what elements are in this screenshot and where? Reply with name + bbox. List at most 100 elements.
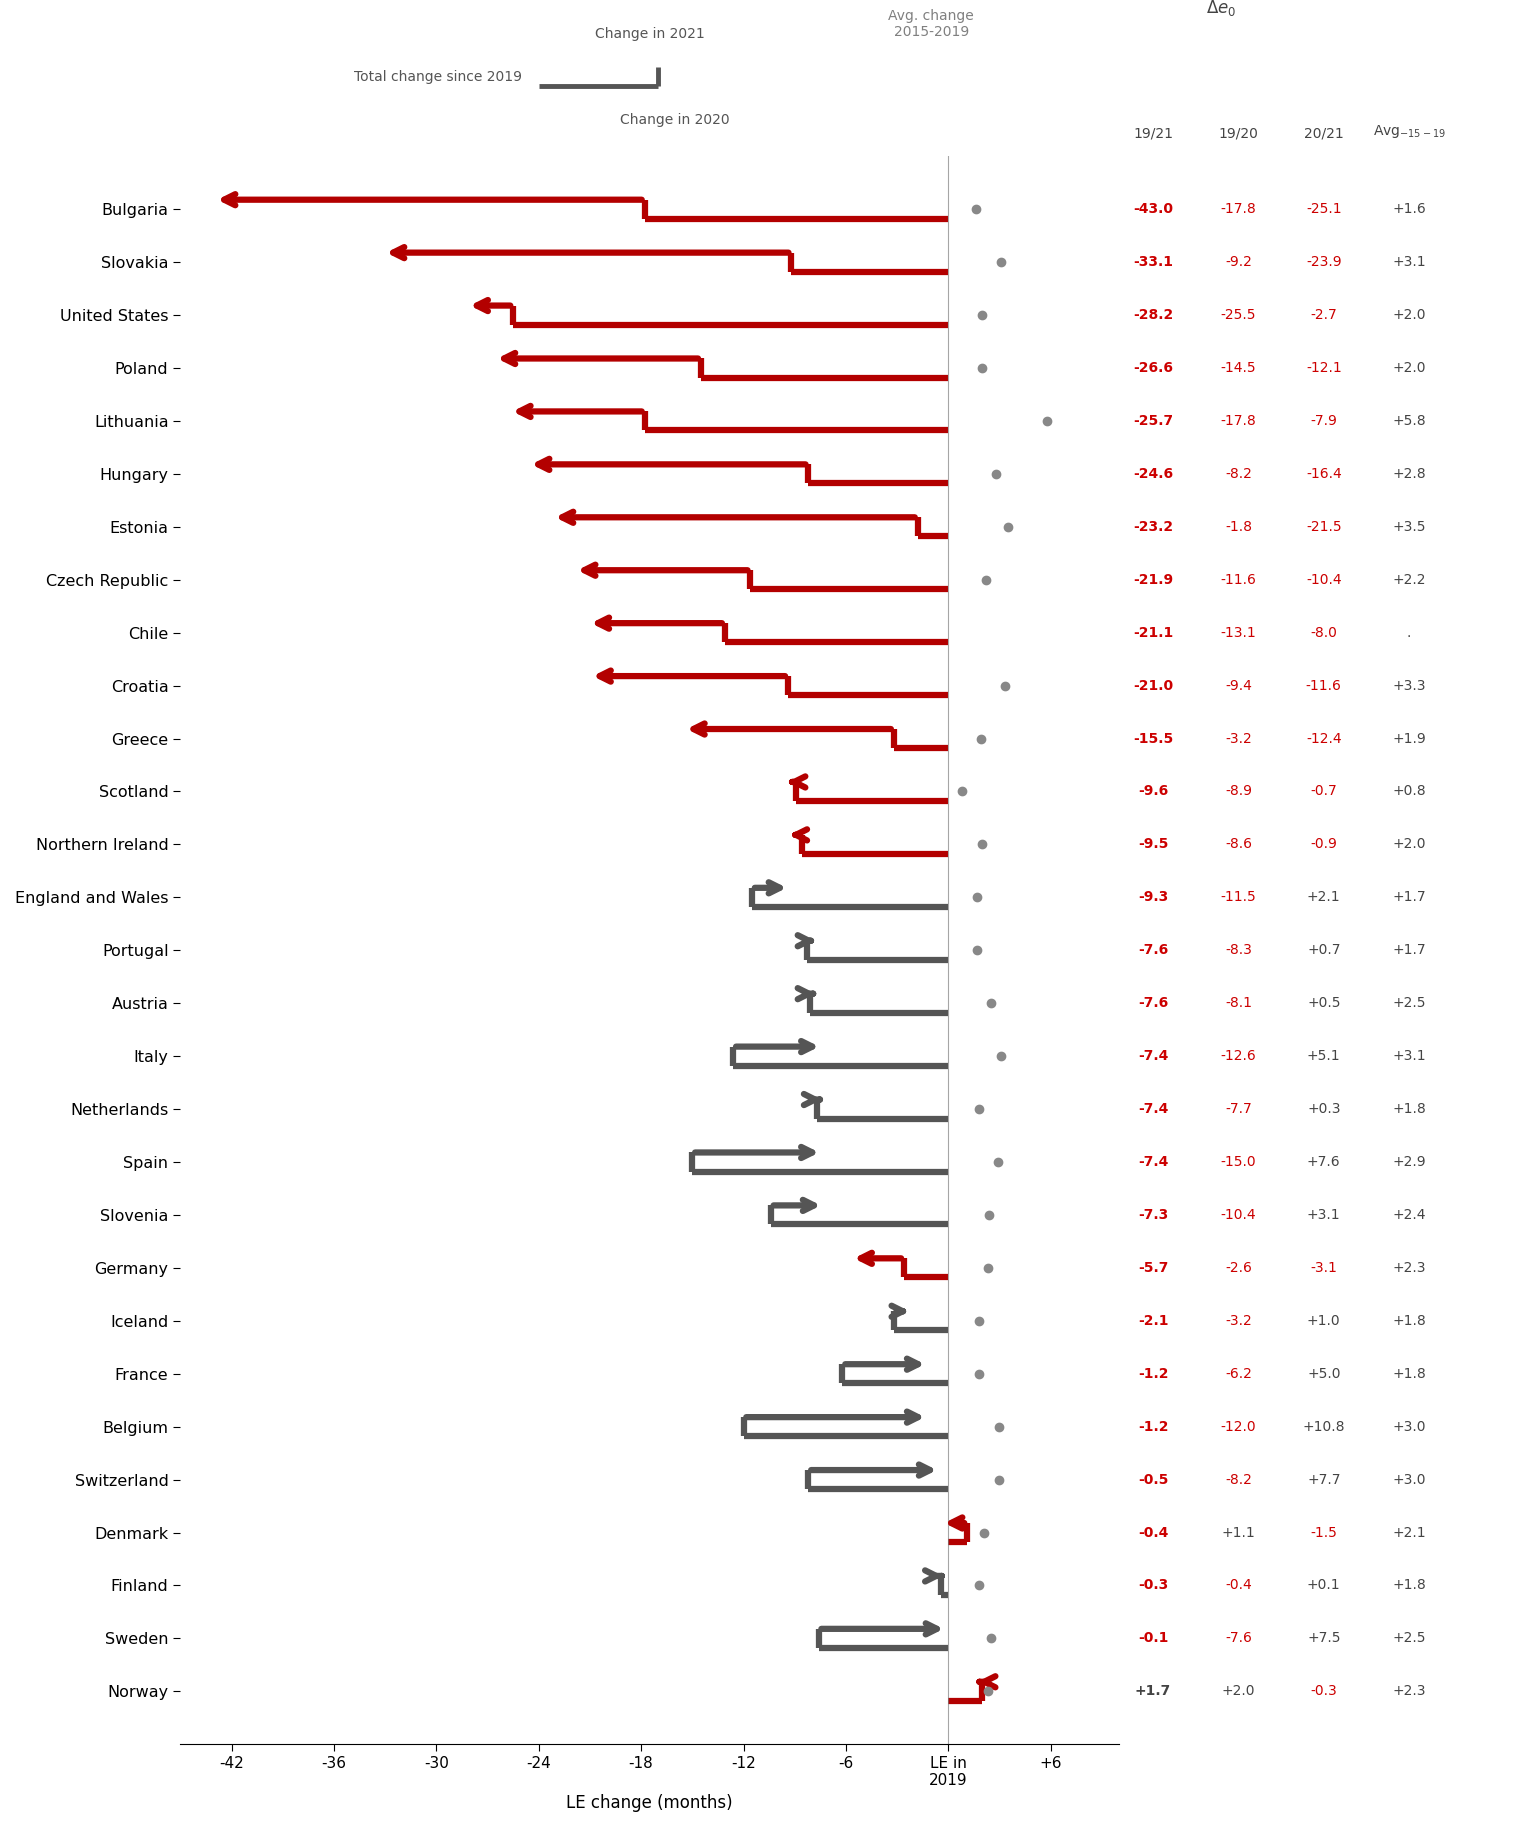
Text: +3.1: +3.1 (1393, 1049, 1427, 1063)
Text: -7.4: -7.4 (1137, 1155, 1168, 1169)
Text: -8.9: -8.9 (1225, 784, 1251, 798)
Text: -11.6: -11.6 (1220, 572, 1256, 586)
Text: +1.9: +1.9 (1393, 731, 1427, 745)
Text: $\Delta e_0$: $\Delta e_0$ (1207, 0, 1236, 18)
Text: -7.4: -7.4 (1137, 1049, 1168, 1063)
Text: -0.4: -0.4 (1137, 1526, 1168, 1540)
Text: -9.4: -9.4 (1225, 678, 1251, 692)
Text: +2.3: +2.3 (1393, 1261, 1425, 1275)
Text: -21.0: -21.0 (1133, 678, 1173, 692)
Text: -8.2: -8.2 (1225, 1473, 1251, 1487)
Text: -9.2: -9.2 (1225, 256, 1251, 269)
Text: +0.5: +0.5 (1307, 996, 1340, 1010)
Text: -12.1: -12.1 (1307, 362, 1342, 375)
Text: -0.4: -0.4 (1225, 1579, 1251, 1593)
Text: +1.8: +1.8 (1393, 1314, 1427, 1328)
Text: +3.0: +3.0 (1393, 1473, 1425, 1487)
Text: -1.5: -1.5 (1310, 1526, 1337, 1540)
Text: -24.6: -24.6 (1133, 468, 1173, 481)
Text: -12.0: -12.0 (1220, 1420, 1256, 1434)
Text: -1.2: -1.2 (1137, 1367, 1168, 1381)
Text: +2.8: +2.8 (1393, 468, 1427, 481)
Text: -0.1: -0.1 (1137, 1632, 1168, 1646)
Text: +0.3: +0.3 (1307, 1102, 1340, 1116)
Text: -8.6: -8.6 (1225, 837, 1251, 851)
Text: -8.2: -8.2 (1225, 468, 1251, 481)
Text: -3.2: -3.2 (1225, 1314, 1251, 1328)
Text: -17.8: -17.8 (1220, 203, 1256, 216)
Text: +2.0: +2.0 (1393, 837, 1425, 851)
Text: +2.4: +2.4 (1393, 1208, 1425, 1222)
Text: -7.7: -7.7 (1225, 1102, 1251, 1116)
Text: -10.4: -10.4 (1220, 1208, 1256, 1222)
Text: +3.5: +3.5 (1393, 521, 1425, 533)
Text: +2.1: +2.1 (1393, 1526, 1427, 1540)
Text: -23.2: -23.2 (1133, 521, 1173, 533)
Text: -25.5: -25.5 (1220, 309, 1256, 322)
Text: +5.8: +5.8 (1393, 415, 1427, 428)
Text: -6.2: -6.2 (1225, 1367, 1251, 1381)
Text: -15.5: -15.5 (1133, 731, 1173, 745)
Text: -2.6: -2.6 (1225, 1261, 1251, 1275)
Text: -7.4: -7.4 (1137, 1102, 1168, 1116)
Text: -0.3: -0.3 (1137, 1579, 1168, 1593)
Text: +3.0: +3.0 (1393, 1420, 1425, 1434)
Text: +2.5: +2.5 (1393, 1632, 1425, 1646)
Text: -14.5: -14.5 (1220, 362, 1256, 375)
Text: +2.0: +2.0 (1222, 1684, 1256, 1699)
Text: +1.6: +1.6 (1393, 203, 1427, 216)
Text: -2.7: -2.7 (1310, 309, 1337, 322)
Text: Change in 2021: Change in 2021 (594, 27, 705, 40)
Text: -12.4: -12.4 (1307, 731, 1342, 745)
Text: .: . (1407, 625, 1411, 639)
Text: +1.0: +1.0 (1307, 1314, 1340, 1328)
Text: -17.8: -17.8 (1220, 415, 1256, 428)
Text: -10.4: -10.4 (1307, 572, 1342, 586)
Text: -21.1: -21.1 (1133, 625, 1173, 639)
Text: -28.2: -28.2 (1133, 309, 1173, 322)
Text: 20/21: 20/21 (1304, 126, 1344, 141)
Text: +2.3: +2.3 (1393, 1684, 1425, 1699)
Text: +2.9: +2.9 (1393, 1155, 1427, 1169)
Text: -21.5: -21.5 (1307, 521, 1342, 533)
Text: +0.8: +0.8 (1393, 784, 1427, 798)
Text: -0.7: -0.7 (1310, 784, 1337, 798)
Text: +2.5: +2.5 (1393, 996, 1425, 1010)
Text: +2.0: +2.0 (1393, 362, 1425, 375)
Text: -12.6: -12.6 (1220, 1049, 1256, 1063)
Text: -0.3: -0.3 (1310, 1684, 1337, 1699)
Text: -5.7: -5.7 (1137, 1261, 1168, 1275)
Text: -43.0: -43.0 (1133, 203, 1173, 216)
Text: +3.1: +3.1 (1393, 256, 1427, 269)
Text: -8.1: -8.1 (1225, 996, 1251, 1010)
Text: +1.7: +1.7 (1393, 943, 1427, 957)
Text: -23.9: -23.9 (1307, 256, 1342, 269)
Text: +5.0: +5.0 (1307, 1367, 1340, 1381)
X-axis label: LE change (months): LE change (months) (566, 1794, 733, 1812)
Text: -13.1: -13.1 (1220, 625, 1256, 639)
Text: +7.7: +7.7 (1307, 1473, 1340, 1487)
Text: +1.8: +1.8 (1393, 1102, 1427, 1116)
Text: 19/20: 19/20 (1219, 126, 1259, 141)
Text: +3.3: +3.3 (1393, 678, 1425, 692)
Text: +0.1: +0.1 (1307, 1579, 1340, 1593)
Text: -15.0: -15.0 (1220, 1155, 1256, 1169)
Text: -7.6: -7.6 (1225, 1632, 1251, 1646)
Text: +0.7: +0.7 (1307, 943, 1340, 957)
Text: -0.9: -0.9 (1310, 837, 1337, 851)
Text: -9.6: -9.6 (1137, 784, 1168, 798)
Text: +2.2: +2.2 (1393, 572, 1425, 586)
Text: -2.1: -2.1 (1137, 1314, 1168, 1328)
Text: -7.6: -7.6 (1137, 943, 1168, 957)
Text: -7.9: -7.9 (1310, 415, 1337, 428)
Text: -26.6: -26.6 (1133, 362, 1173, 375)
Text: +1.7: +1.7 (1134, 1684, 1171, 1699)
Text: -3.1: -3.1 (1310, 1261, 1337, 1275)
Text: Change in 2020: Change in 2020 (620, 113, 729, 126)
Text: -3.2: -3.2 (1225, 731, 1251, 745)
Text: -1.2: -1.2 (1137, 1420, 1168, 1434)
Text: Avg. change
2015-2019: Avg. change 2015-2019 (888, 9, 974, 38)
Text: -33.1: -33.1 (1133, 256, 1173, 269)
Text: +7.5: +7.5 (1307, 1632, 1340, 1646)
Text: -0.5: -0.5 (1137, 1473, 1168, 1487)
